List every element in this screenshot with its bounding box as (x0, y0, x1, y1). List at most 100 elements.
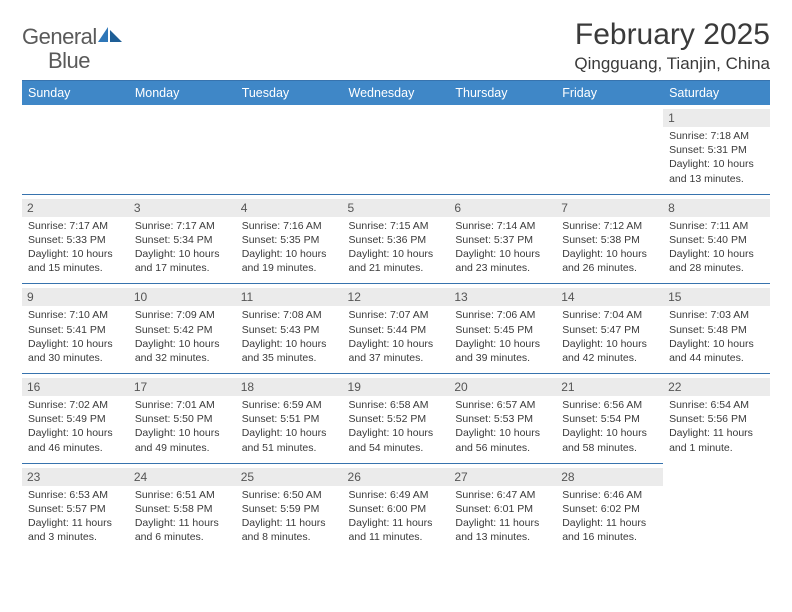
daylight-label: Daylight: 10 hours and 23 minutes. (455, 247, 550, 275)
day-of-week-row: Sunday Monday Tuesday Wednesday Thursday… (22, 81, 770, 105)
day-number: 12 (343, 288, 450, 306)
day-number: 27 (449, 468, 556, 486)
day-cell (556, 105, 663, 194)
sunrise-label: Sunrise: 7:07 AM (349, 308, 444, 322)
daylight-label: Daylight: 10 hours and 17 minutes. (135, 247, 230, 275)
sunrise-label: Sunrise: 7:17 AM (28, 219, 123, 233)
header: General February 2025 Qingguang, Tianjin… (22, 18, 770, 74)
day-number: 16 (22, 378, 129, 396)
sunset-label: Sunset: 5:56 PM (669, 412, 764, 426)
day-info: Sunrise: 7:14 AMSunset: 5:37 PMDaylight:… (455, 219, 550, 276)
daylight-label: Daylight: 10 hours and 21 minutes. (349, 247, 444, 275)
day-info: Sunrise: 7:18 AMSunset: 5:31 PMDaylight:… (669, 129, 764, 186)
day-number: 23 (22, 468, 129, 486)
sunrise-label: Sunrise: 6:56 AM (562, 398, 657, 412)
sunrise-label: Sunrise: 6:47 AM (455, 488, 550, 502)
day-info: Sunrise: 6:49 AMSunset: 6:00 PMDaylight:… (349, 488, 444, 545)
week-row: 23 Sunrise: 6:53 AMSunset: 5:57 PMDayligh… (22, 463, 770, 552)
daylight-label: Daylight: 10 hours and 13 minutes. (669, 157, 764, 185)
day-number: 8 (663, 199, 770, 217)
day-info: Sunrise: 7:10 AMSunset: 5:41 PMDaylight:… (28, 308, 123, 365)
day-number: 26 (343, 468, 450, 486)
dow-friday: Friday (556, 81, 663, 105)
day-info: Sunrise: 7:07 AMSunset: 5:44 PMDaylight:… (349, 308, 444, 365)
day-number: 13 (449, 288, 556, 306)
day-cell: 17Sunrise: 7:01 AMSunset: 5:50 PMDayligh… (129, 374, 236, 464)
day-info: Sunrise: 7:08 AMSunset: 5:43 PMDaylight:… (242, 308, 337, 365)
sunset-label: Sunset: 5:45 PM (455, 323, 550, 337)
sunrise-label: Sunrise: 7:04 AM (562, 308, 657, 322)
day-cell: 6Sunrise: 7:14 AMSunset: 5:37 PMDaylight… (449, 194, 556, 284)
day-info: Sunrise: 7:03 AMSunset: 5:48 PMDaylight:… (669, 308, 764, 365)
day-cell: 4 Sunrise: 7:16 AMSunset: 5:35 PMDaylight… (236, 194, 343, 284)
day-number: 1 (663, 109, 770, 127)
sunrise-label: Sunrise: 7:12 AM (562, 219, 657, 233)
day-cell: 25 Sunrise: 6:50 AMSunset: 5:59 PMDayligh… (236, 463, 343, 552)
day-cell: 16 Sunrise: 7:02 AMSunset: 5:49 PMDayligh… (22, 374, 129, 464)
sunset-label: Sunset: 5:52 PM (349, 412, 444, 426)
day-cell: 22Sunrise: 6:54 AMSunset: 5:56 PMDayligh… (663, 374, 770, 464)
sunrise-label: Sunrise: 6:46 AM (562, 488, 657, 502)
day-cell: 20Sunrise: 6:57 AMSunset: 5:53 PMDayligh… (449, 374, 556, 464)
week-row: 2Sunrise: 7:17 AMSunset: 5:33 PMDaylight… (22, 194, 770, 284)
sunset-label: Sunset: 5:47 PM (562, 323, 657, 337)
day-number: 25 (236, 468, 343, 486)
day-cell: 23 Sunrise: 6:53 AMSunset: 5:57 PMDayligh… (22, 463, 129, 552)
sunrise-label: Sunrise: 7:17 AM (135, 219, 230, 233)
day-cell: 8Sunrise: 7:11 AMSunset: 5:40 PMDaylight… (663, 194, 770, 284)
day-number: 18 (236, 378, 343, 396)
day-info: Sunrise: 6:50 AMSunset: 5:59 PMDaylight:… (242, 488, 337, 545)
day-number: 19 (343, 378, 450, 396)
day-cell: 11 Sunrise: 7:08 AMSunset: 5:43 PMDayligh… (236, 284, 343, 374)
daylight-label: Daylight: 11 hours and 6 minutes. (135, 516, 230, 544)
day-cell (663, 463, 770, 552)
daylight-label: Daylight: 10 hours and 51 minutes. (242, 426, 337, 454)
sunset-label: Sunset: 5:42 PM (135, 323, 230, 337)
day-cell: 15Sunrise: 7:03 AMSunset: 5:48 PMDayligh… (663, 284, 770, 374)
dow-thursday: Thursday (449, 81, 556, 105)
dow-tuesday: Tuesday (236, 81, 343, 105)
sunrise-label: Sunrise: 6:51 AM (135, 488, 230, 502)
day-info: Sunrise: 6:56 AMSunset: 5:54 PMDaylight:… (562, 398, 657, 455)
sunrise-label: Sunrise: 6:57 AM (455, 398, 550, 412)
sunrise-label: Sunrise: 7:16 AM (242, 219, 337, 233)
daylight-label: Daylight: 10 hours and 28 minutes. (669, 247, 764, 275)
dow-monday: Monday (129, 81, 236, 105)
day-cell: 1 Sunrise: 7:18 AMSunset: 5:31 PMDaylight… (663, 105, 770, 194)
day-info: Sunrise: 7:16 AMSunset: 5:35 PMDaylight:… (242, 219, 337, 276)
day-cell: 24Sunrise: 6:51 AMSunset: 5:58 PMDayligh… (129, 463, 236, 552)
dow-sunday: Sunday (22, 81, 129, 105)
sunset-label: Sunset: 5:51 PM (242, 412, 337, 426)
day-cell: 3 Sunrise: 7:17 AMSunset: 5:34 PMDaylight… (129, 194, 236, 284)
sunset-label: Sunset: 6:02 PM (562, 502, 657, 516)
day-number: 4 (236, 199, 343, 217)
day-info: Sunrise: 6:53 AMSunset: 5:57 PMDaylight:… (28, 488, 123, 545)
daylight-label: Daylight: 10 hours and 54 minutes. (349, 426, 444, 454)
day-number: 3 (129, 199, 236, 217)
day-number: 11 (236, 288, 343, 306)
day-number: 5 (343, 199, 450, 217)
day-info: Sunrise: 6:58 AMSunset: 5:52 PMDaylight:… (349, 398, 444, 455)
daylight-label: Daylight: 11 hours and 1 minute. (669, 426, 764, 454)
sunrise-label: Sunrise: 6:59 AM (242, 398, 337, 412)
daylight-label: Daylight: 10 hours and 26 minutes. (562, 247, 657, 275)
day-number: 2 (22, 199, 129, 217)
day-info: Sunrise: 6:46 AMSunset: 6:02 PMDaylight:… (562, 488, 657, 545)
daylight-label: Daylight: 10 hours and 15 minutes. (28, 247, 123, 275)
day-info: Sunrise: 7:04 AMSunset: 5:47 PMDaylight:… (562, 308, 657, 365)
daylight-label: Daylight: 10 hours and 32 minutes. (135, 337, 230, 365)
day-info: Sunrise: 7:15 AMSunset: 5:36 PMDaylight:… (349, 219, 444, 276)
day-info: Sunrise: 6:54 AMSunset: 5:56 PMDaylight:… (669, 398, 764, 455)
daylight-label: Daylight: 10 hours and 19 minutes. (242, 247, 337, 275)
daylight-label: Daylight: 10 hours and 39 minutes. (455, 337, 550, 365)
day-info: Sunrise: 7:17 AMSunset: 5:34 PMDaylight:… (135, 219, 230, 276)
sunset-label: Sunset: 5:53 PM (455, 412, 550, 426)
day-info: Sunrise: 7:02 AMSunset: 5:49 PMDaylight:… (28, 398, 123, 455)
week-row: 9Sunrise: 7:10 AMSunset: 5:41 PMDaylight… (22, 284, 770, 374)
daylight-label: Daylight: 11 hours and 3 minutes. (28, 516, 123, 544)
day-cell: 7Sunrise: 7:12 AMSunset: 5:38 PMDaylight… (556, 194, 663, 284)
sunset-label: Sunset: 6:00 PM (349, 502, 444, 516)
calendar-body: 1 Sunrise: 7:18 AMSunset: 5:31 PMDaylight… (22, 105, 770, 552)
day-info: Sunrise: 6:47 AMSunset: 6:01 PMDaylight:… (455, 488, 550, 545)
day-cell: 26 Sunrise: 6:49 AMSunset: 6:00 PMDayligh… (343, 463, 450, 552)
